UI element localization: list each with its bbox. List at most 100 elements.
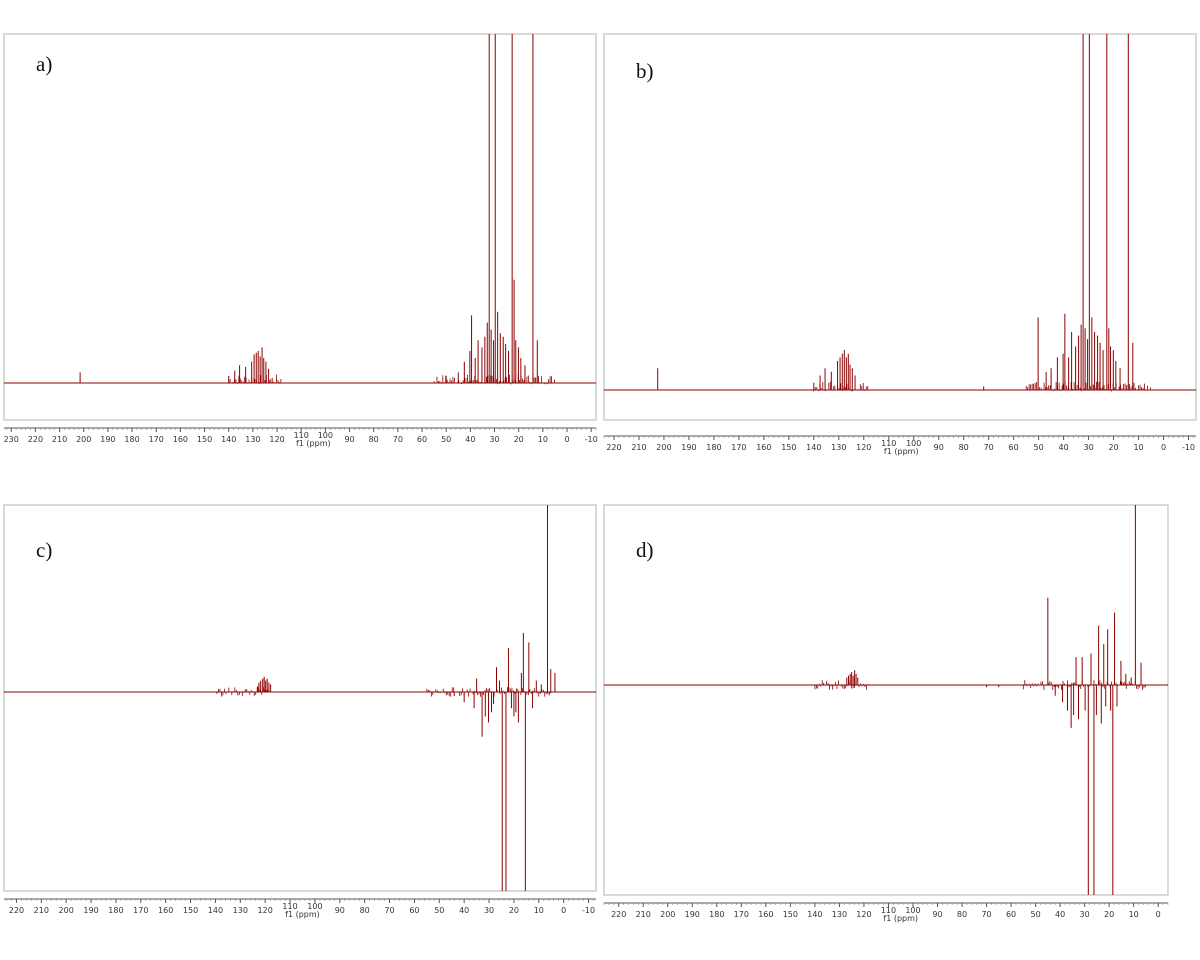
x-tick-label: 40 — [1059, 443, 1069, 452]
x-tick-label: 20 — [514, 435, 524, 444]
x-tick-label: 160 — [756, 443, 771, 452]
x-tick-label: 100 — [307, 902, 322, 911]
x-tick-label: 80 — [369, 435, 379, 444]
x-tick-label: 40 — [465, 435, 475, 444]
x-tick-label: 160 — [758, 910, 773, 919]
x-tick-label: 130 — [831, 443, 846, 452]
x-tick-label: 70 — [981, 910, 991, 919]
x-tick-label: 120 — [269, 435, 284, 444]
x-tick-label: 210 — [52, 435, 67, 444]
x-tick-label: 0 — [561, 906, 566, 915]
x-tick-label: 160 — [158, 906, 173, 915]
plot-frame — [3, 504, 597, 892]
panel-label: a) — [36, 52, 52, 76]
x-tick-label: 50 — [1034, 443, 1044, 452]
x-tick-label: 210 — [636, 910, 651, 919]
x-tick-label: 190 — [100, 435, 115, 444]
x-axis-title: f1 (ppm) — [285, 910, 320, 919]
x-tick-label: 130 — [245, 435, 260, 444]
x-tick-label: 80 — [957, 910, 967, 919]
spectrum-panel-c: 220 210 200 190 180 170 160 150 140 130 120 110 100 9… — [0, 497, 600, 927]
x-tick-label: 220 — [611, 910, 626, 919]
x-tick-label: 70 — [393, 435, 403, 444]
x-tick-label: 220 — [28, 435, 43, 444]
x-tick-label: 120 — [856, 443, 871, 452]
x-tick-label: 70 — [984, 443, 994, 452]
x-tick-label: 130 — [233, 906, 248, 915]
x-tick-label: 10 — [538, 435, 548, 444]
x-tick-label: 90 — [335, 906, 345, 915]
x-tick-label: 140 — [221, 435, 236, 444]
panel-label: d) — [636, 538, 654, 562]
x-tick-label: 180 — [108, 906, 123, 915]
x-tick-label: 0 — [564, 435, 569, 444]
x-tick-label: -10 — [585, 435, 598, 444]
x-tick-label: 110 — [881, 439, 896, 448]
x-tick-label: 150 — [197, 435, 212, 444]
x-tick-label: 50 — [441, 435, 451, 444]
x-tick-label: 190 — [681, 443, 696, 452]
x-tick-label: 10 — [1129, 910, 1139, 919]
x-tick-label: 170 — [149, 435, 164, 444]
x-tick-label: 200 — [656, 443, 671, 452]
x-axis-title: f1 (ppm) — [296, 439, 331, 448]
x-tick-label: 130 — [832, 910, 847, 919]
spectrum-panel-d: 220 210 200 190 180 170 160 150 140 130 120 110 100 9… — [600, 497, 1200, 927]
x-tick-label: 170 — [133, 906, 148, 915]
x-tick-label: 20 — [1104, 910, 1114, 919]
x-tick-label: 100 — [906, 439, 921, 448]
x-tick-label: 90 — [344, 435, 354, 444]
spectrum-trace — [4, 34, 596, 385]
x-tick-label: 90 — [934, 443, 944, 452]
x-tick-label: 0 — [1156, 910, 1161, 919]
x-tick-label: 40 — [1055, 910, 1065, 919]
spectrum-panel-b: 220 210 200 190 180 170 160 150 140 130 120 110 100 9… — [600, 26, 1200, 456]
x-tick-label: 30 — [1083, 443, 1093, 452]
x-tick-label: 180 — [709, 910, 724, 919]
x-tick-label: 120 — [258, 906, 273, 915]
spectrum-trace — [604, 505, 1168, 895]
plot-frame — [603, 504, 1169, 896]
x-tick-label: 60 — [409, 906, 419, 915]
x-tick-label: 50 — [1030, 910, 1040, 919]
x-axis-title: f1 (ppm) — [883, 914, 918, 923]
spectrum-svg-d: 220 210 200 190 180 170 160 150 140 130 120 110 100 9… — [603, 504, 1169, 923]
x-tick-label: 100 — [905, 906, 920, 915]
x-tick-label: 140 — [208, 906, 223, 915]
x-tick-label: 200 — [59, 906, 74, 915]
spectrum-svg-a: 230 220 210 200 190 180 170 160 150 140 130 120 110 1… — [3, 33, 598, 448]
x-tick-label: 30 — [489, 435, 499, 444]
x-tick-label: 0 — [1161, 443, 1166, 452]
x-tick-label: 110 — [294, 431, 309, 440]
x-tick-label: 160 — [173, 435, 188, 444]
x-tick-label: 40 — [459, 906, 469, 915]
x-tick-label: 220 — [9, 906, 24, 915]
spectrum-trace — [4, 505, 596, 891]
x-tick-label: 80 — [360, 906, 370, 915]
x-tick-label: 90 — [932, 910, 942, 919]
x-tick-label: 180 — [124, 435, 139, 444]
spectrum-svg-b: 220 210 200 190 180 170 160 150 140 130 120 110 100 9… — [603, 33, 1197, 456]
spectrum-panel-a: 230 220 210 200 190 180 170 160 150 140 130 120 110 1… — [0, 26, 600, 456]
x-tick-label: 80 — [959, 443, 969, 452]
x-tick-label: 60 — [1006, 910, 1016, 919]
x-tick-label: 170 — [731, 443, 746, 452]
x-tick-label: 10 — [1133, 443, 1143, 452]
x-tick-label: 150 — [783, 910, 798, 919]
plot-frame — [3, 33, 597, 421]
x-tick-label: -10 — [1182, 443, 1195, 452]
x-tick-label: 70 — [384, 906, 394, 915]
x-tick-label: 140 — [806, 443, 821, 452]
x-tick-label: 60 — [1009, 443, 1019, 452]
x-tick-label: 10 — [534, 906, 544, 915]
x-tick-label: -10 — [582, 906, 595, 915]
x-tick-label: 110 — [881, 906, 896, 915]
x-axis-title: f1 (ppm) — [884, 447, 919, 456]
x-tick-label: 230 — [4, 435, 19, 444]
x-tick-label: 30 — [1080, 910, 1090, 919]
x-tick-label: 140 — [807, 910, 822, 919]
x-tick-label: 200 — [76, 435, 91, 444]
x-tick-label: 220 — [606, 443, 621, 452]
x-tick-label: 100 — [318, 431, 333, 440]
x-tick-label: 60 — [417, 435, 427, 444]
